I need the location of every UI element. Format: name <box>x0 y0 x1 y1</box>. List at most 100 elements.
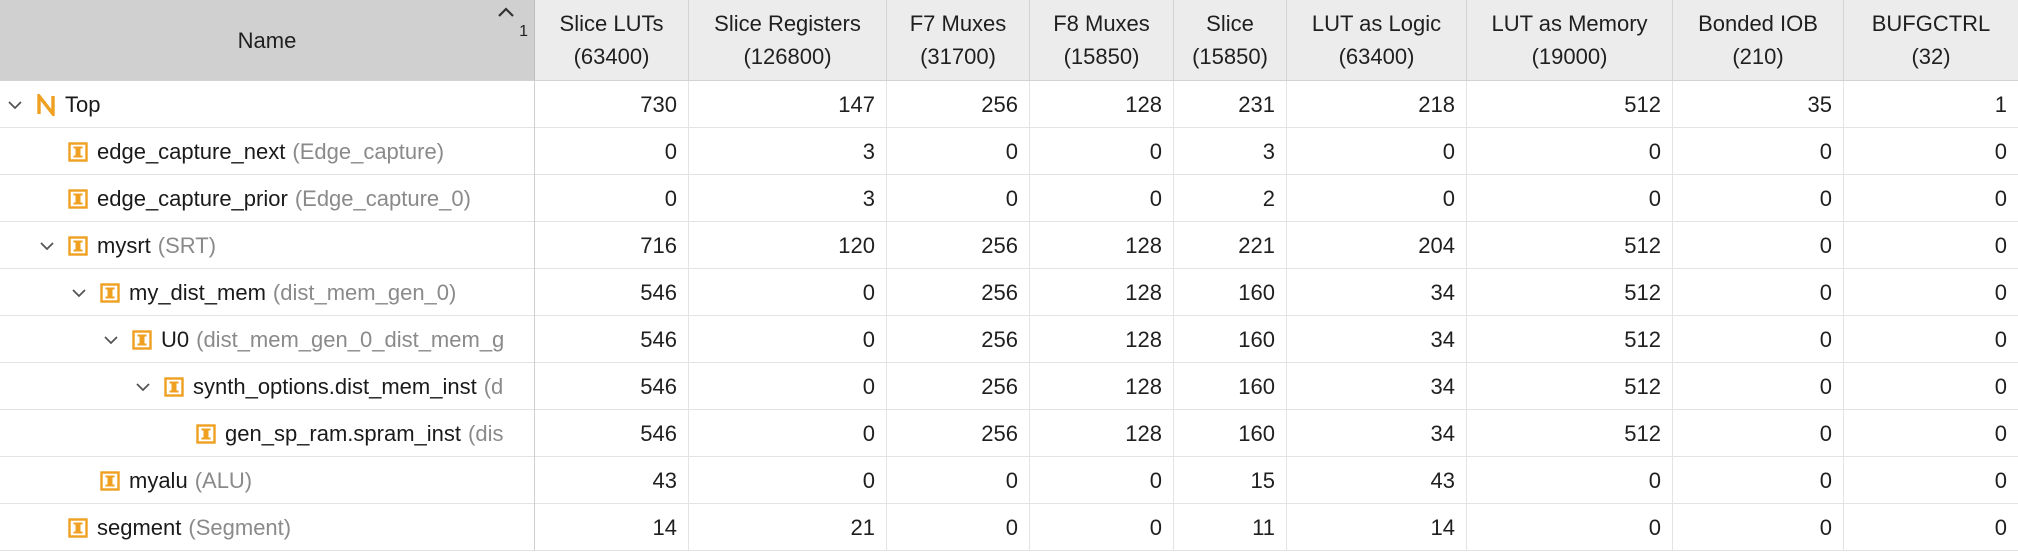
column-header-name[interactable]: Name 1 <box>0 0 535 80</box>
table-row[interactable]: my_dist_mem (dist_mem_gen_0) 546 0 256 128 160… <box>0 269 2018 316</box>
table-row[interactable]: myalu (ALU) 43 0 0 0 15 43 0 0 0 <box>0 457 2018 504</box>
value-cell-f7-muxes: 256 <box>887 222 1030 269</box>
hierarchy-name-cell[interactable]: Top <box>0 81 535 128</box>
module-name: (Edge_capture_0) <box>294 185 471 211</box>
value-cell-slice-registers: 0 <box>689 316 887 363</box>
hierarchy-name-cell[interactable]: synth_options.dist_mem_inst (d <box>0 363 535 410</box>
table-row[interactable]: U0 (dist_mem_gen_0_dist_mem_g 546 0 256 128 16… <box>0 316 2018 363</box>
hierarchy-name-cell[interactable]: segment (Segment) <box>0 504 535 551</box>
hierarchy-name-cell[interactable]: edge_capture_next (Edge_capture) <box>0 128 535 175</box>
value-cell-lut-as-memory: 0 <box>1467 128 1673 175</box>
instance-name: my_dist_mem <box>129 279 266 305</box>
value-cell-bufgctrl: 0 <box>1994 373 2007 399</box>
value-cell-lut-as-memory: 0 <box>1467 175 1673 222</box>
value-cell-f8-muxes: 128 <box>1030 222 1174 269</box>
value-cell-bonded-iob: 0 <box>1673 175 1844 222</box>
hierarchy-name-cell[interactable]: edge_capture_prior (Edge_capture_0) <box>0 175 535 222</box>
column-header-slice[interactable]: Slice (15850) <box>1174 0 1287 80</box>
value-cell-lut-as-logic: 218 <box>1287 81 1467 128</box>
column-header-label: Slice Registers <box>714 11 861 36</box>
column-header-capacity: (32) <box>1911 44 1951 69</box>
table-row[interactable]: segment (Segment) 14 21 0 0 11 14 0 0 0 <box>0 504 2018 551</box>
module-name: (dist_mem_gen_0) <box>272 279 457 305</box>
table-row[interactable]: gen_sp_ram.spram_inst (dis 546 0 256 128 160 34… <box>0 410 2018 457</box>
column-header-label: Slice LUTs <box>559 11 664 36</box>
value-cell-f7-muxes: 256 <box>887 81 1030 128</box>
hierarchy-name-cell[interactable]: my_dist_mem (dist_mem_gen_0) <box>0 269 535 316</box>
expand-chevron-icon[interactable] <box>68 282 90 304</box>
chevron-spacer <box>68 470 90 492</box>
value-cell-lut-as-memory: 0 <box>1467 457 1673 504</box>
instance-icon <box>100 282 120 303</box>
value-cell-lut-as-memory: 512 <box>1467 410 1673 457</box>
column-header-capacity: (31700) <box>920 44 996 69</box>
column-header-bonded-iob[interactable]: Bonded IOB (210) <box>1673 0 1844 80</box>
chevron-spacer <box>36 188 58 210</box>
value-cell-lut-as-logic: 0 <box>1287 175 1467 222</box>
hierarchy-name-cell[interactable]: gen_sp_ram.spram_inst (dis <box>0 410 535 457</box>
column-header-capacity: (15850) <box>1192 44 1268 69</box>
value-cell-bonded-iob: 0 <box>1673 410 1844 457</box>
column-header-f8-muxes[interactable]: F8 Muxes (15850) <box>1030 0 1174 80</box>
column-header-capacity: (15850) <box>1063 44 1140 69</box>
table-row[interactable]: edge_capture_next (Edge_capture) 0 3 0 0 3 0 0 0 0 <box>0 128 2018 175</box>
value-cell-f7-muxes: 0 <box>887 504 1030 551</box>
column-header-capacity: (19000) <box>1531 44 1608 69</box>
value-cell-bufgctrl: 1 <box>1994 91 2007 117</box>
expand-chevron-icon[interactable] <box>36 235 58 257</box>
column-header-lut-as-logic[interactable]: LUT as Logic (63400) <box>1287 0 1467 80</box>
value-cell-slice: 2 <box>1174 175 1287 222</box>
column-header-name-label: Name <box>237 27 297 53</box>
column-header-capacity: (210) <box>1732 44 1784 69</box>
instance-name: synth_options.dist_mem_inst <box>193 373 477 399</box>
value-cell-lut-as-logic: 34 <box>1287 316 1467 363</box>
hierarchy-name-cell[interactable]: myalu (ALU) <box>0 457 535 504</box>
hierarchy-name-cell[interactable]: U0 (dist_mem_gen_0_dist_mem_g <box>0 316 535 363</box>
value-cell-f8-muxes: 0 <box>1030 504 1174 551</box>
value-cell-bonded-iob: 0 <box>1673 222 1844 269</box>
module-name: (ALU) <box>194 467 253 493</box>
value-cell-f8-muxes: 0 <box>1030 457 1174 504</box>
expand-chevron-icon[interactable] <box>4 94 26 116</box>
expand-chevron-icon[interactable] <box>100 329 122 351</box>
column-header-slice-registers[interactable]: Slice Registers (126800) <box>689 0 887 80</box>
value-cell-bonded-iob: 0 <box>1673 128 1844 175</box>
value-cell-slice: 160 <box>1174 410 1287 457</box>
value-cell-f7-muxes: 256 <box>887 316 1030 363</box>
table-row[interactable]: edge_capture_prior (Edge_capture_0) 0 3 0 0 2 0… <box>0 175 2018 222</box>
column-header-bufgctrl[interactable]: BUFGCTRL (32) <box>1844 0 2018 80</box>
value-cell-f8-muxes: 128 <box>1030 363 1174 410</box>
value-cell-slice-registers: 3 <box>689 128 887 175</box>
value-cell-slice-luts: 716 <box>535 222 689 269</box>
value-cell-lut-as-logic: 34 <box>1287 269 1467 316</box>
column-header-label: Slice <box>1206 11 1254 36</box>
value-cell-slice: 15 <box>1174 457 1287 504</box>
sort-ascending-icon <box>498 7 514 17</box>
table-row[interactable]: mysrt (SRT) 716 120 256 128 221 204 512 0 0 <box>0 222 2018 269</box>
instance-name: gen_sp_ram.spram_inst <box>225 420 462 446</box>
instance-icon <box>100 470 120 491</box>
value-cell-bonded-iob: 0 <box>1673 363 1844 410</box>
value-cell-lut-as-logic: 34 <box>1287 363 1467 410</box>
hierarchy-name-cell[interactable]: mysrt (SRT) <box>0 222 535 269</box>
instance-name: Top <box>65 91 101 117</box>
instance-name: edge_capture_prior <box>97 185 288 211</box>
module-name: (dist_mem_gen_0_dist_mem_g <box>196 326 505 352</box>
instance-icon <box>68 235 88 256</box>
value-cell-slice-registers: 21 <box>689 504 887 551</box>
column-header-slice-luts[interactable]: Slice LUTs (63400) <box>535 0 689 80</box>
column-header-capacity: (126800) <box>743 44 832 69</box>
expand-chevron-icon[interactable] <box>132 376 154 398</box>
value-cell-lut-as-memory: 512 <box>1467 316 1673 363</box>
value-cell-f8-muxes: 0 <box>1030 128 1174 175</box>
column-header-f7-muxes[interactable]: F7 Muxes (31700) <box>887 0 1030 80</box>
module-name: (Segment) <box>188 514 292 540</box>
sort-indicator[interactable]: 1 <box>497 6 528 40</box>
table-row[interactable]: synth_options.dist_mem_inst (d 546 0 256 128 1… <box>0 363 2018 410</box>
value-cell-lut-as-memory: 512 <box>1467 81 1673 128</box>
module-name: (d <box>483 373 504 399</box>
value-cell-slice-luts: 730 <box>535 81 689 128</box>
column-header-lut-as-memory[interactable]: LUT as Memory (19000) <box>1467 0 1673 80</box>
table-row[interactable]: Top 730 147 256 128 231 218 512 35 1 <box>0 81 2018 128</box>
instance-icon <box>196 423 216 444</box>
